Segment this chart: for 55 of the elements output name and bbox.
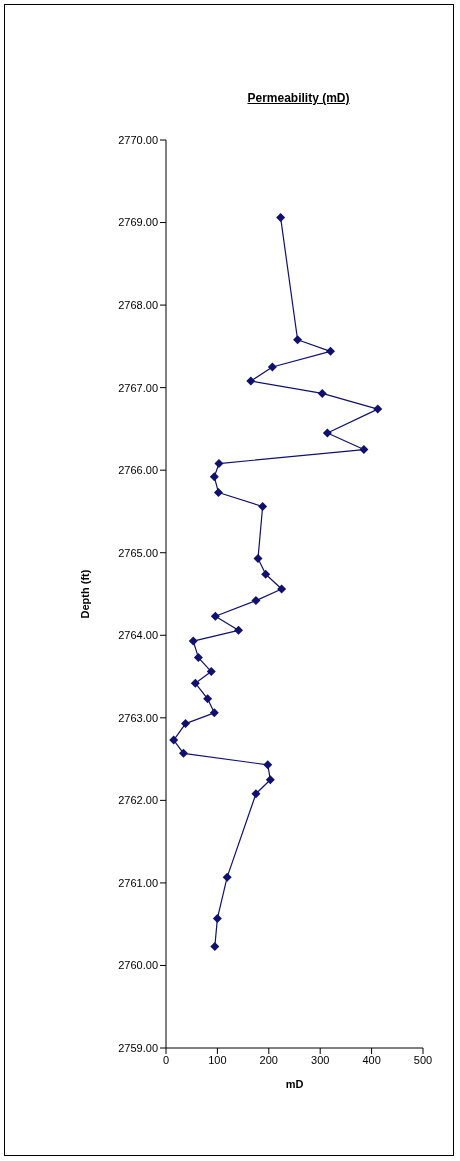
point: [203, 694, 213, 704]
point: [169, 735, 179, 745]
point: [210, 611, 220, 621]
point: [206, 667, 216, 677]
point: [258, 502, 268, 511]
point: [233, 625, 243, 635]
point: [246, 376, 256, 386]
x-tick-label: 0: [162, 1053, 170, 1066]
y-tick-label: 2766.00: [118, 464, 158, 477]
x-tick-label: 500: [413, 1053, 433, 1066]
y-axis-title: Depth (ft): [78, 569, 91, 619]
y-tick-label: 2763.00: [118, 711, 158, 724]
y-tick-label: 2768.00: [118, 299, 158, 311]
point: [190, 678, 200, 688]
x-tick-label: 300: [311, 1053, 330, 1066]
point: [210, 941, 220, 951]
point: [193, 653, 203, 663]
x-tick-label: 400: [362, 1053, 381, 1066]
y-tick-label: 2770.00: [118, 133, 158, 146]
point: [188, 636, 198, 646]
point: [373, 404, 383, 414]
point: [251, 596, 261, 606]
point: [317, 388, 327, 398]
point: [261, 569, 271, 579]
point: [359, 445, 369, 455]
point: [267, 362, 277, 372]
point: [293, 335, 303, 345]
point: [181, 719, 191, 729]
y-tick-label: 2759.00: [118, 1041, 158, 1054]
y-tick-label: 2764.00: [118, 629, 158, 642]
y-tick-label: 2762.00: [118, 794, 158, 807]
point: [209, 472, 219, 482]
point: [222, 872, 232, 882]
point: [213, 487, 223, 497]
y-tick-label: 2760.00: [118, 959, 158, 972]
point: [263, 760, 273, 770]
y-tick-label: 2767.00: [118, 381, 158, 394]
point: [325, 346, 335, 356]
x-axis-title: mD: [285, 1078, 304, 1090]
point: [214, 459, 224, 469]
point: [322, 428, 332, 438]
point: [212, 913, 222, 923]
y-tick-label: 2761.00: [118, 876, 158, 889]
y-tick-label: 2769.00: [118, 216, 158, 229]
point: [277, 584, 287, 594]
point: [253, 554, 263, 564]
point: [276, 213, 286, 223]
point: [251, 789, 261, 799]
y-tick-label: 2765.00: [118, 546, 158, 559]
point: [265, 775, 275, 785]
x-tick-label: 100: [208, 1053, 227, 1066]
point: [209, 708, 219, 718]
x-tick-label: 200: [259, 1053, 278, 1066]
chart-title: Permeability (mD): [246, 91, 351, 105]
point: [178, 748, 188, 758]
